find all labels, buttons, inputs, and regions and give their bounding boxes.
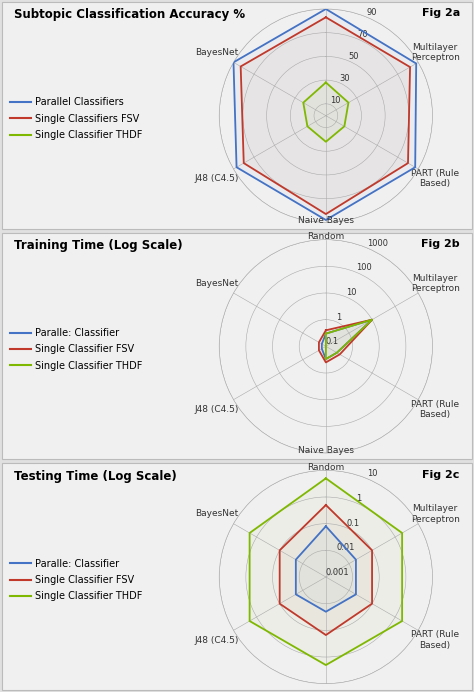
Text: Fig 2c: Fig 2c <box>422 470 460 480</box>
Legend: Paralle: Classifier, Single Classifier FSV, Single Classifier THDF: Paralle: Classifier, Single Classifier F… <box>9 559 142 601</box>
Text: Fig 2a: Fig 2a <box>421 8 460 18</box>
Text: Subtopic Classification Accuracy %: Subtopic Classification Accuracy % <box>14 8 246 21</box>
Text: Fig 2b: Fig 2b <box>421 239 460 249</box>
Legend: Paralle: Classifier, Single Classifier FSV, Single Classifier THDF: Paralle: Classifier, Single Classifier F… <box>9 328 142 371</box>
Text: Training Time (Log Scale): Training Time (Log Scale) <box>14 239 183 252</box>
Legend: Parallel Classifiers, Single Classifiers FSV, Single Classifier THDF: Parallel Classifiers, Single Classifiers… <box>9 98 142 140</box>
Text: Testing Time (Log Scale): Testing Time (Log Scale) <box>14 470 177 482</box>
